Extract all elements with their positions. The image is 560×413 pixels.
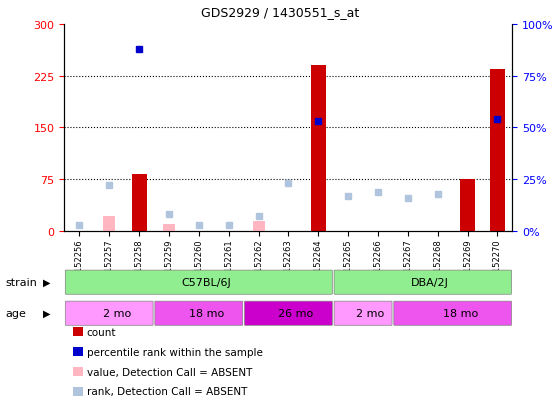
Bar	[132, 175, 147, 231]
FancyBboxPatch shape	[66, 301, 153, 325]
Text: rank, Detection Call = ABSENT: rank, Detection Call = ABSENT	[87, 387, 247, 396]
Text: 2 mo: 2 mo	[356, 309, 385, 318]
FancyBboxPatch shape	[245, 301, 332, 325]
FancyBboxPatch shape	[334, 271, 511, 294]
FancyBboxPatch shape	[155, 301, 242, 325]
Text: 18 mo: 18 mo	[442, 309, 478, 318]
Text: percentile rank within the sample: percentile rank within the sample	[87, 347, 263, 357]
FancyBboxPatch shape	[394, 301, 511, 325]
Text: count: count	[87, 327, 116, 337]
Text: ▶: ▶	[43, 309, 50, 318]
Text: C57BL/6J: C57BL/6J	[181, 278, 231, 287]
Text: DBA/2J: DBA/2J	[412, 278, 449, 287]
Text: value, Detection Call = ABSENT: value, Detection Call = ABSENT	[87, 367, 252, 377]
Bar	[460, 180, 475, 231]
Bar	[103, 216, 115, 231]
Bar	[490, 69, 505, 231]
FancyBboxPatch shape	[334, 301, 392, 325]
Bar	[311, 66, 326, 231]
Text: 18 mo: 18 mo	[189, 309, 224, 318]
Bar	[163, 224, 175, 231]
FancyBboxPatch shape	[66, 271, 332, 294]
Text: age: age	[6, 309, 26, 318]
Text: ▶: ▶	[43, 278, 50, 287]
Bar	[253, 222, 264, 231]
Text: 2 mo: 2 mo	[102, 309, 131, 318]
Text: strain: strain	[6, 278, 38, 287]
Text: 26 mo: 26 mo	[278, 309, 314, 318]
Text: GDS2929 / 1430551_s_at: GDS2929 / 1430551_s_at	[201, 6, 359, 19]
